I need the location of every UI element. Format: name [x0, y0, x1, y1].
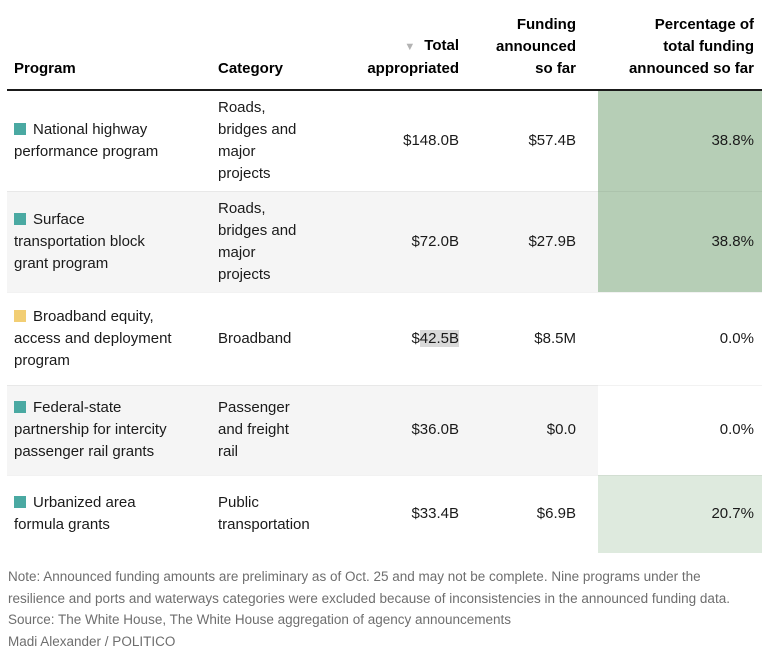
program-name: Broadband equity, access and deployment …: [14, 307, 172, 369]
program-cell: Surface transportation block grant progr…: [7, 191, 218, 292]
column-header-label: Program: [14, 60, 76, 77]
total-appropriated-cell: $36.0B: [411, 421, 459, 438]
category-cell: Broadband: [218, 329, 292, 347]
category-cell: Roads, bridges and major projects: [218, 199, 297, 283]
table-body: National highway performance program Roa…: [7, 90, 762, 553]
program-marker-icon: [14, 496, 26, 509]
column-header-label: Total appropriated: [367, 37, 459, 77]
total-appropriated-cell: $33.4B: [411, 505, 459, 523]
note-text: Note: Announced funding amounts are prel…: [8, 569, 730, 606]
funding-announced-cell: $27.9B: [528, 232, 576, 250]
total-appropriated-cell: $72.0B: [411, 232, 459, 250]
footer-notes: Note: Announced funding amounts are prel…: [8, 566, 755, 652]
program-marker-icon: [14, 401, 26, 413]
table-row: Surface transportation block grant progr…: [7, 191, 762, 292]
funding-table: Program Category ▼ Total appropriated Fun…: [7, 0, 762, 553]
percentage-cell: 20.7%: [598, 475, 762, 553]
table-header: Program Category ▼ Total appropriated Fun…: [7, 0, 762, 91]
program-cell: Urbanized area formula grants: [7, 475, 218, 553]
funding-announced-cell: $57.4B: [528, 131, 576, 149]
total-appropriated-cell: $42.5B: [342, 292, 463, 385]
column-header-total-appropriated[interactable]: ▼ Total appropriated: [342, 0, 463, 91]
column-header-funding-announced: Funding announced so far: [463, 0, 598, 91]
header-row: Program Category ▼ Total appropriated Fun…: [7, 0, 762, 91]
table-row: National highway performance program Roa…: [7, 90, 762, 191]
percentage-cell: 38.8%: [598, 90, 762, 191]
funding-announced-cell: $0.0: [546, 421, 576, 438]
table-row: Federal-state partnership for intercity …: [7, 385, 762, 475]
highlighted-value: 42.5B: [419, 329, 459, 347]
total-appropriated-cell: $148.0B: [403, 131, 459, 149]
column-header-label: Category: [218, 60, 284, 77]
category-cell: Public transportation: [218, 494, 310, 534]
program-name: Urbanized area formula grants: [14, 494, 136, 534]
program-marker-icon: [14, 309, 26, 322]
column-header-program: Program: [7, 0, 218, 91]
table-row: Urbanized area formula grants Public tra…: [7, 475, 762, 553]
sort-desc-icon[interactable]: ▼: [404, 41, 416, 53]
column-header-percentage-announced: Percentage of total funding announced so…: [598, 0, 762, 91]
percentage-cell: 0.0%: [598, 385, 762, 475]
category-cell: Passenger and freight rail: [218, 399, 290, 460]
program-cell: Federal-state partnership for intercity …: [7, 385, 218, 475]
program-cell: National highway performance program: [7, 90, 218, 191]
funding-announced-cell: $6.9B: [536, 505, 576, 523]
percentage-cell: 38.8%: [598, 191, 762, 292]
program-marker-icon: [14, 122, 26, 135]
currency-symbol: $: [411, 329, 420, 347]
source-text: Source: The White House, The White House…: [8, 612, 512, 627]
column-header-label: Percentage of total funding announced so…: [628, 16, 754, 77]
program-name: Surface transportation block grant progr…: [14, 210, 145, 272]
percentage-cell: 0.0%: [598, 292, 762, 385]
program-name: National highway performance program: [14, 120, 159, 160]
program-cell: Broadband equity, access and deployment …: [7, 292, 218, 385]
category-cell: Roads, bridges and major projects: [218, 98, 297, 182]
funding-announced-cell: $8.5M: [534, 329, 576, 347]
column-header-label: Funding announced so far: [495, 16, 576, 77]
program-marker-icon: [14, 212, 26, 225]
table-row: Broadband equity, access and deployment …: [7, 292, 762, 385]
program-name: Federal-state partnership for intercity …: [14, 399, 167, 460]
credit-text: Madi Alexander / POLITICO: [8, 633, 176, 649]
column-header-category: Category: [218, 0, 342, 91]
